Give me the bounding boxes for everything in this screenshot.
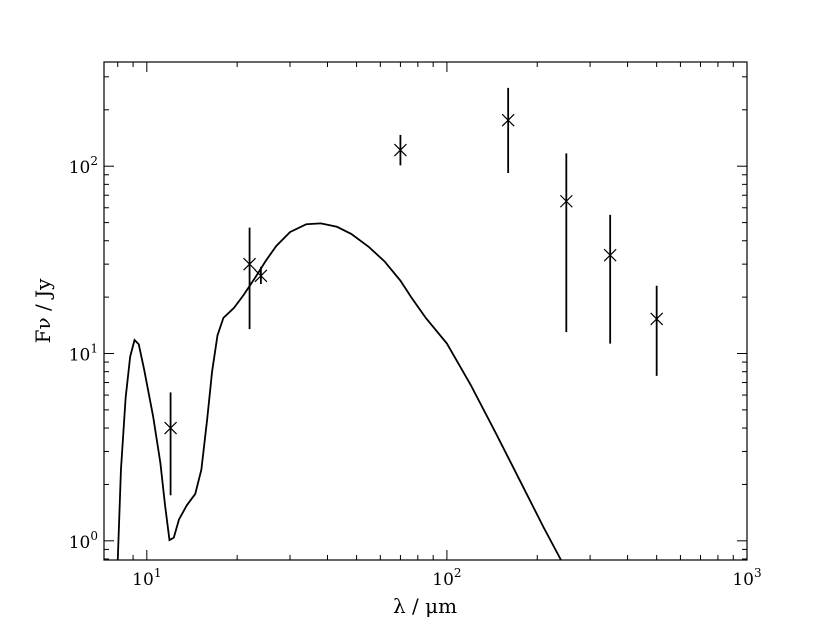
data-point — [254, 266, 268, 285]
data-point — [501, 87, 515, 173]
data-point — [603, 214, 617, 344]
x-marker — [559, 194, 573, 208]
tick-labels: 101 102 103 100 101 102 — [69, 154, 762, 590]
x-tick-label: 101 — [132, 566, 161, 590]
data-point — [164, 392, 177, 496]
y-axis-label: Fν / Jy — [31, 278, 55, 344]
x-marker — [393, 143, 407, 157]
x-tick-label: 103 — [732, 566, 761, 590]
y-tick-label: 101 — [69, 342, 98, 366]
x-marker — [254, 269, 268, 283]
data-point — [243, 227, 256, 330]
x-marker — [164, 421, 177, 435]
x-marker — [650, 312, 664, 326]
x-marker — [603, 248, 617, 262]
x-marker — [501, 113, 515, 127]
x-tick-label: 102 — [432, 566, 461, 590]
model-curve — [116, 222, 562, 560]
y-tick-label: 100 — [69, 529, 98, 553]
plot-frame — [103, 61, 748, 561]
axis-ticks — [104, 62, 748, 560]
data-point — [650, 285, 664, 376]
x-axis-label: λ / μm — [393, 594, 457, 618]
data-point — [559, 153, 573, 333]
x-marker — [243, 257, 256, 271]
data-points — [164, 87, 664, 496]
data-point — [393, 134, 407, 166]
y-tick-label: 102 — [69, 154, 98, 178]
model-line — [116, 222, 562, 560]
